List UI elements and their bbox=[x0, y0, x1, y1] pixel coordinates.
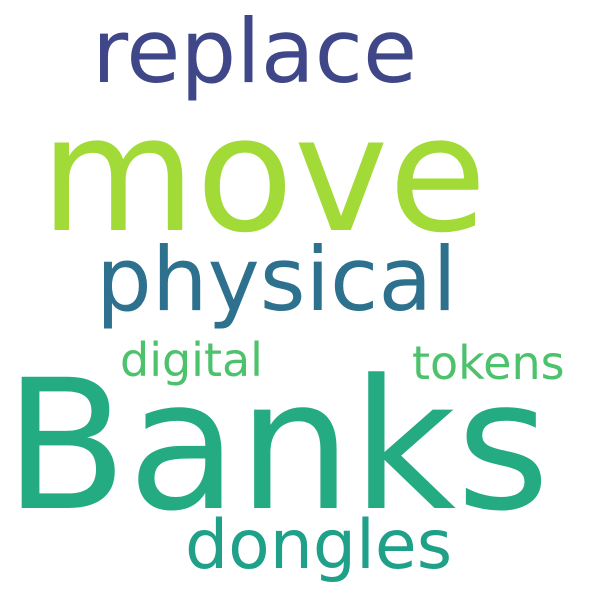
word-banks: Banks bbox=[4, 342, 550, 551]
word-digital: digital bbox=[120, 333, 263, 387]
word-replace: replace bbox=[92, 0, 418, 103]
word-move: move bbox=[40, 81, 487, 268]
word-tokens: tokens bbox=[412, 336, 565, 390]
word-physical: physical bbox=[96, 228, 457, 331]
word-dongles: dongles bbox=[185, 506, 453, 585]
